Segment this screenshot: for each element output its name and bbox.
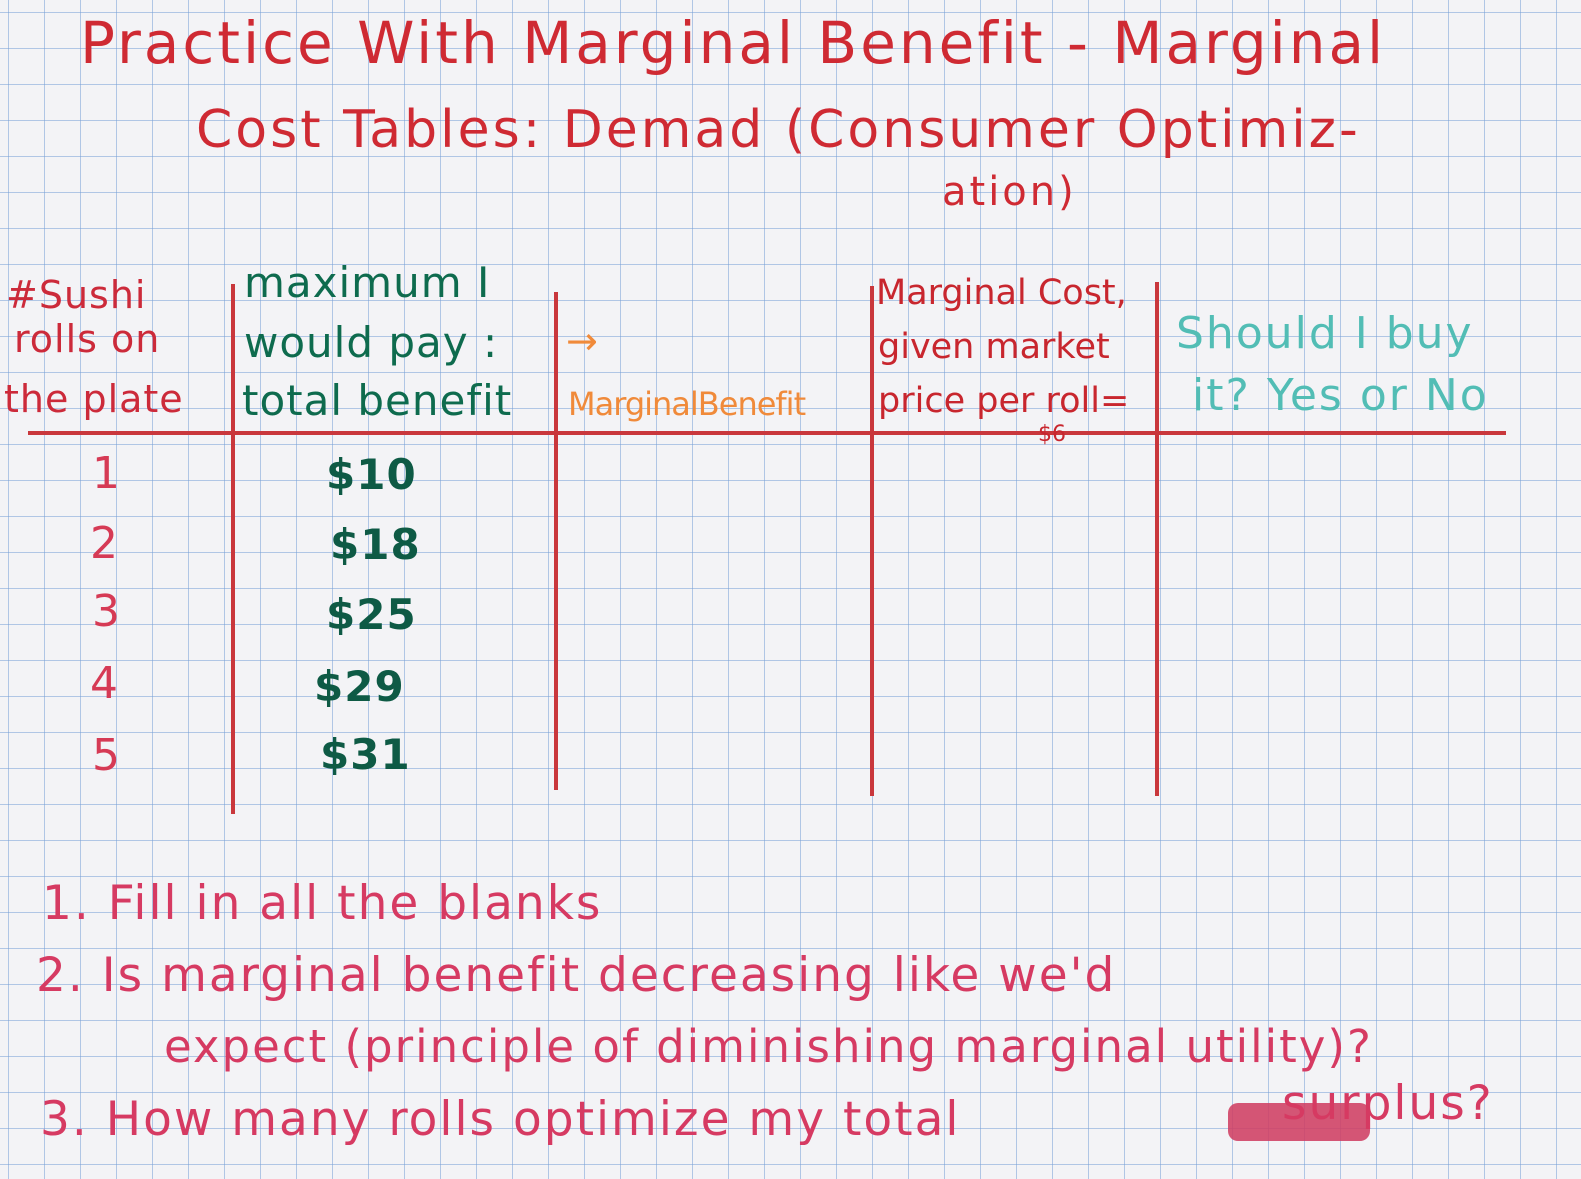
row-rolls-cell: 4 [90, 658, 118, 709]
question-3-surplus: surplus? [1282, 1076, 1494, 1131]
arrow-right-icon: → [566, 319, 598, 363]
column-divider-1 [231, 284, 235, 814]
header-rolls-line-3: the plate [4, 377, 184, 421]
table-header-rule [28, 431, 1506, 435]
title-line-3: ation) [942, 169, 1077, 215]
row-rolls-cell: 3 [92, 586, 120, 637]
column-divider-3 [870, 286, 874, 796]
header-total-benefit-line-1: maximum I [244, 258, 491, 307]
question-2-line-2: expect (principle of diminishing margina… [164, 1020, 1373, 1073]
header-marginal-cost-line-1: Marginal Cost, [876, 273, 1127, 313]
header-marginal-cost-line-2: given market [878, 327, 1110, 367]
header-rolls-line-2: rolls on [14, 317, 161, 361]
row-rolls-cell: 5 [92, 730, 120, 781]
row-total-benefit-cell: $18 [330, 520, 421, 569]
row-rolls-cell: 1 [92, 448, 120, 499]
header-total-benefit-line-3: total benefit [242, 376, 513, 425]
column-divider-4 [1155, 282, 1159, 796]
header-marginal-benefit: MarginalBenefit [568, 385, 806, 423]
title-line-2: Cost Tables: Demad (Consumer Optimiz- [196, 100, 1361, 160]
row-total-benefit-cell: $10 [326, 450, 417, 499]
column-divider-2 [554, 292, 558, 790]
row-rolls-cell: 2 [90, 518, 118, 569]
header-rolls-line-1: #Sushi [6, 273, 147, 317]
question-3: 3. How many rolls optimize my total [40, 1092, 961, 1147]
question-2-line-1: 2. Is marginal benefit decreasing like w… [36, 948, 1117, 1003]
row-total-benefit-cell: $31 [320, 730, 411, 779]
header-should-buy-line-2: it? Yes or No [1192, 370, 1489, 421]
header-marginal-cost-price: $6 [1038, 422, 1066, 447]
header-should-buy-line-1: Should I buy [1176, 308, 1474, 359]
crossed-out-scribble [1228, 1103, 1370, 1141]
header-total-benefit-line-2: would pay : [244, 318, 499, 367]
question-1: 1. Fill in all the blanks [42, 876, 603, 931]
title-line-1: Practice With Marginal Benefit - Margina… [80, 9, 1387, 77]
header-marginal-cost-line-3: price per roll= [878, 381, 1130, 421]
row-total-benefit-cell: $29 [314, 662, 405, 711]
row-total-benefit-cell: $25 [326, 590, 417, 639]
